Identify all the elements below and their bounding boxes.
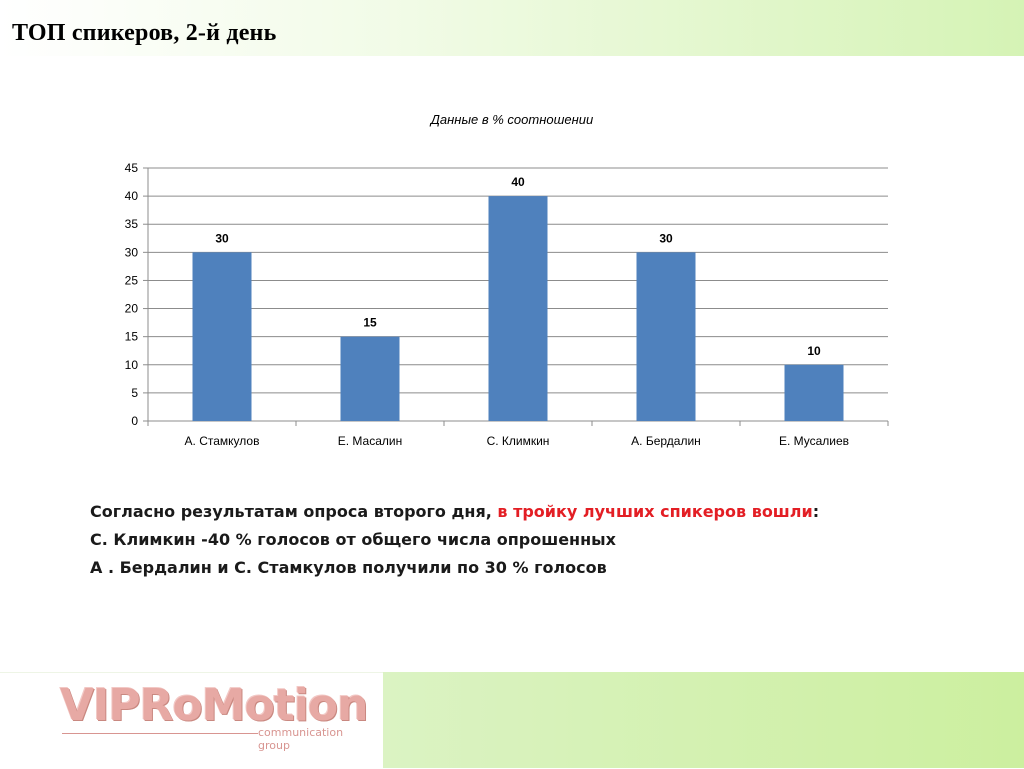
y-tick-label: 5: [131, 386, 138, 400]
x-tick-label: Е. Мусалиев: [779, 434, 849, 448]
header-bar: ТОП спикеров, 2-й день: [0, 0, 1024, 56]
x-tick-label: Е. Масалин: [338, 434, 402, 448]
summary-text: Согласно результатам опроса второго дня,…: [90, 498, 819, 582]
summary-highlight: в тройку лучших спикеров вошли: [497, 502, 813, 521]
y-tick-label: 20: [125, 302, 139, 316]
logo-subtitle: communication group: [258, 726, 344, 752]
y-tick-label: 45: [125, 161, 139, 175]
y-tick-label: 40: [125, 189, 139, 203]
y-tick-label: 10: [125, 358, 139, 372]
y-tick-label: 0: [131, 414, 138, 428]
bar: [340, 336, 400, 421]
x-tick-label: А. Стамкулов: [185, 434, 260, 448]
data-label: 30: [659, 231, 673, 245]
logo-line: [62, 733, 258, 734]
data-label: 10: [807, 344, 821, 358]
page-title: ТОП спикеров, 2-й день: [12, 20, 277, 46]
summary-line-2: С. Климкин -40 % голосов от общего числа…: [90, 530, 616, 549]
y-tick-label: 25: [125, 273, 139, 287]
summary-line-1-colon: :: [812, 502, 820, 521]
summary-line-3: А . Бердалин и С. Стамкулов получили по …: [90, 558, 607, 577]
summary-line-1: Согласно результатам опроса второго дня,…: [90, 498, 819, 526]
bar: [192, 252, 252, 421]
bar: [488, 196, 548, 421]
x-tick-label: С. Климкин: [487, 434, 550, 448]
logo: VIPRoMotion communication group: [60, 680, 368, 752]
y-tick-label: 30: [125, 245, 139, 259]
summary-line-1-text: Согласно результатам опроса второго дня,: [90, 502, 498, 521]
x-tick-label: А. Бердалин: [631, 434, 701, 448]
y-tick-label: 35: [125, 217, 139, 231]
footer-left: [0, 672, 383, 769]
bar-chart: 0 5 10 15 20 25 30 35 40 45 30 А. Стамкулов 15 Е. Мас…: [125, 161, 889, 448]
data-label: 30: [215, 231, 229, 245]
bar: [636, 252, 696, 421]
data-label: 40: [511, 175, 525, 189]
chart-title: Данные в % соотношении: [430, 112, 594, 127]
bar: [784, 364, 844, 421]
logo-wordmark: VIPRoMotion: [60, 680, 368, 731]
data-label: 15: [363, 316, 377, 330]
footer-right: [383, 672, 1024, 768]
y-tick-label: 15: [125, 330, 139, 344]
